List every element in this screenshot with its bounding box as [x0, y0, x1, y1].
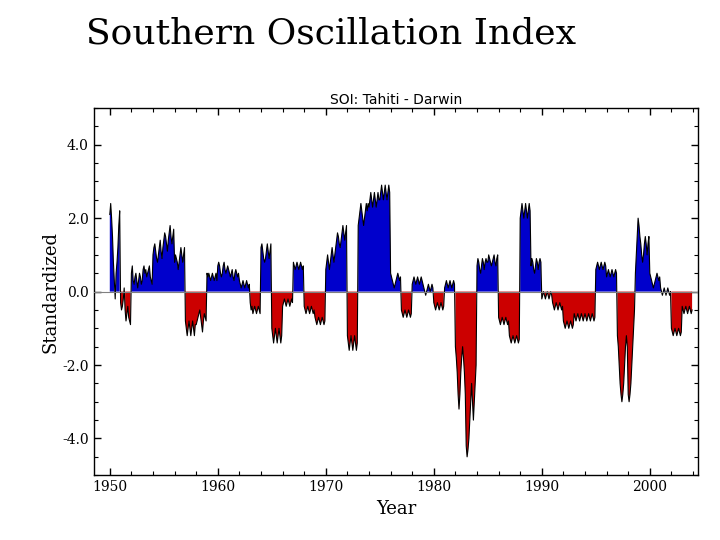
Text: Southern Oscillation Index: Southern Oscillation Index — [86, 16, 577, 50]
Y-axis label: Standardized: Standardized — [41, 231, 59, 353]
X-axis label: Year: Year — [376, 500, 416, 518]
Title: SOI: Tahiti - Darwin: SOI: Tahiti - Darwin — [330, 93, 462, 107]
